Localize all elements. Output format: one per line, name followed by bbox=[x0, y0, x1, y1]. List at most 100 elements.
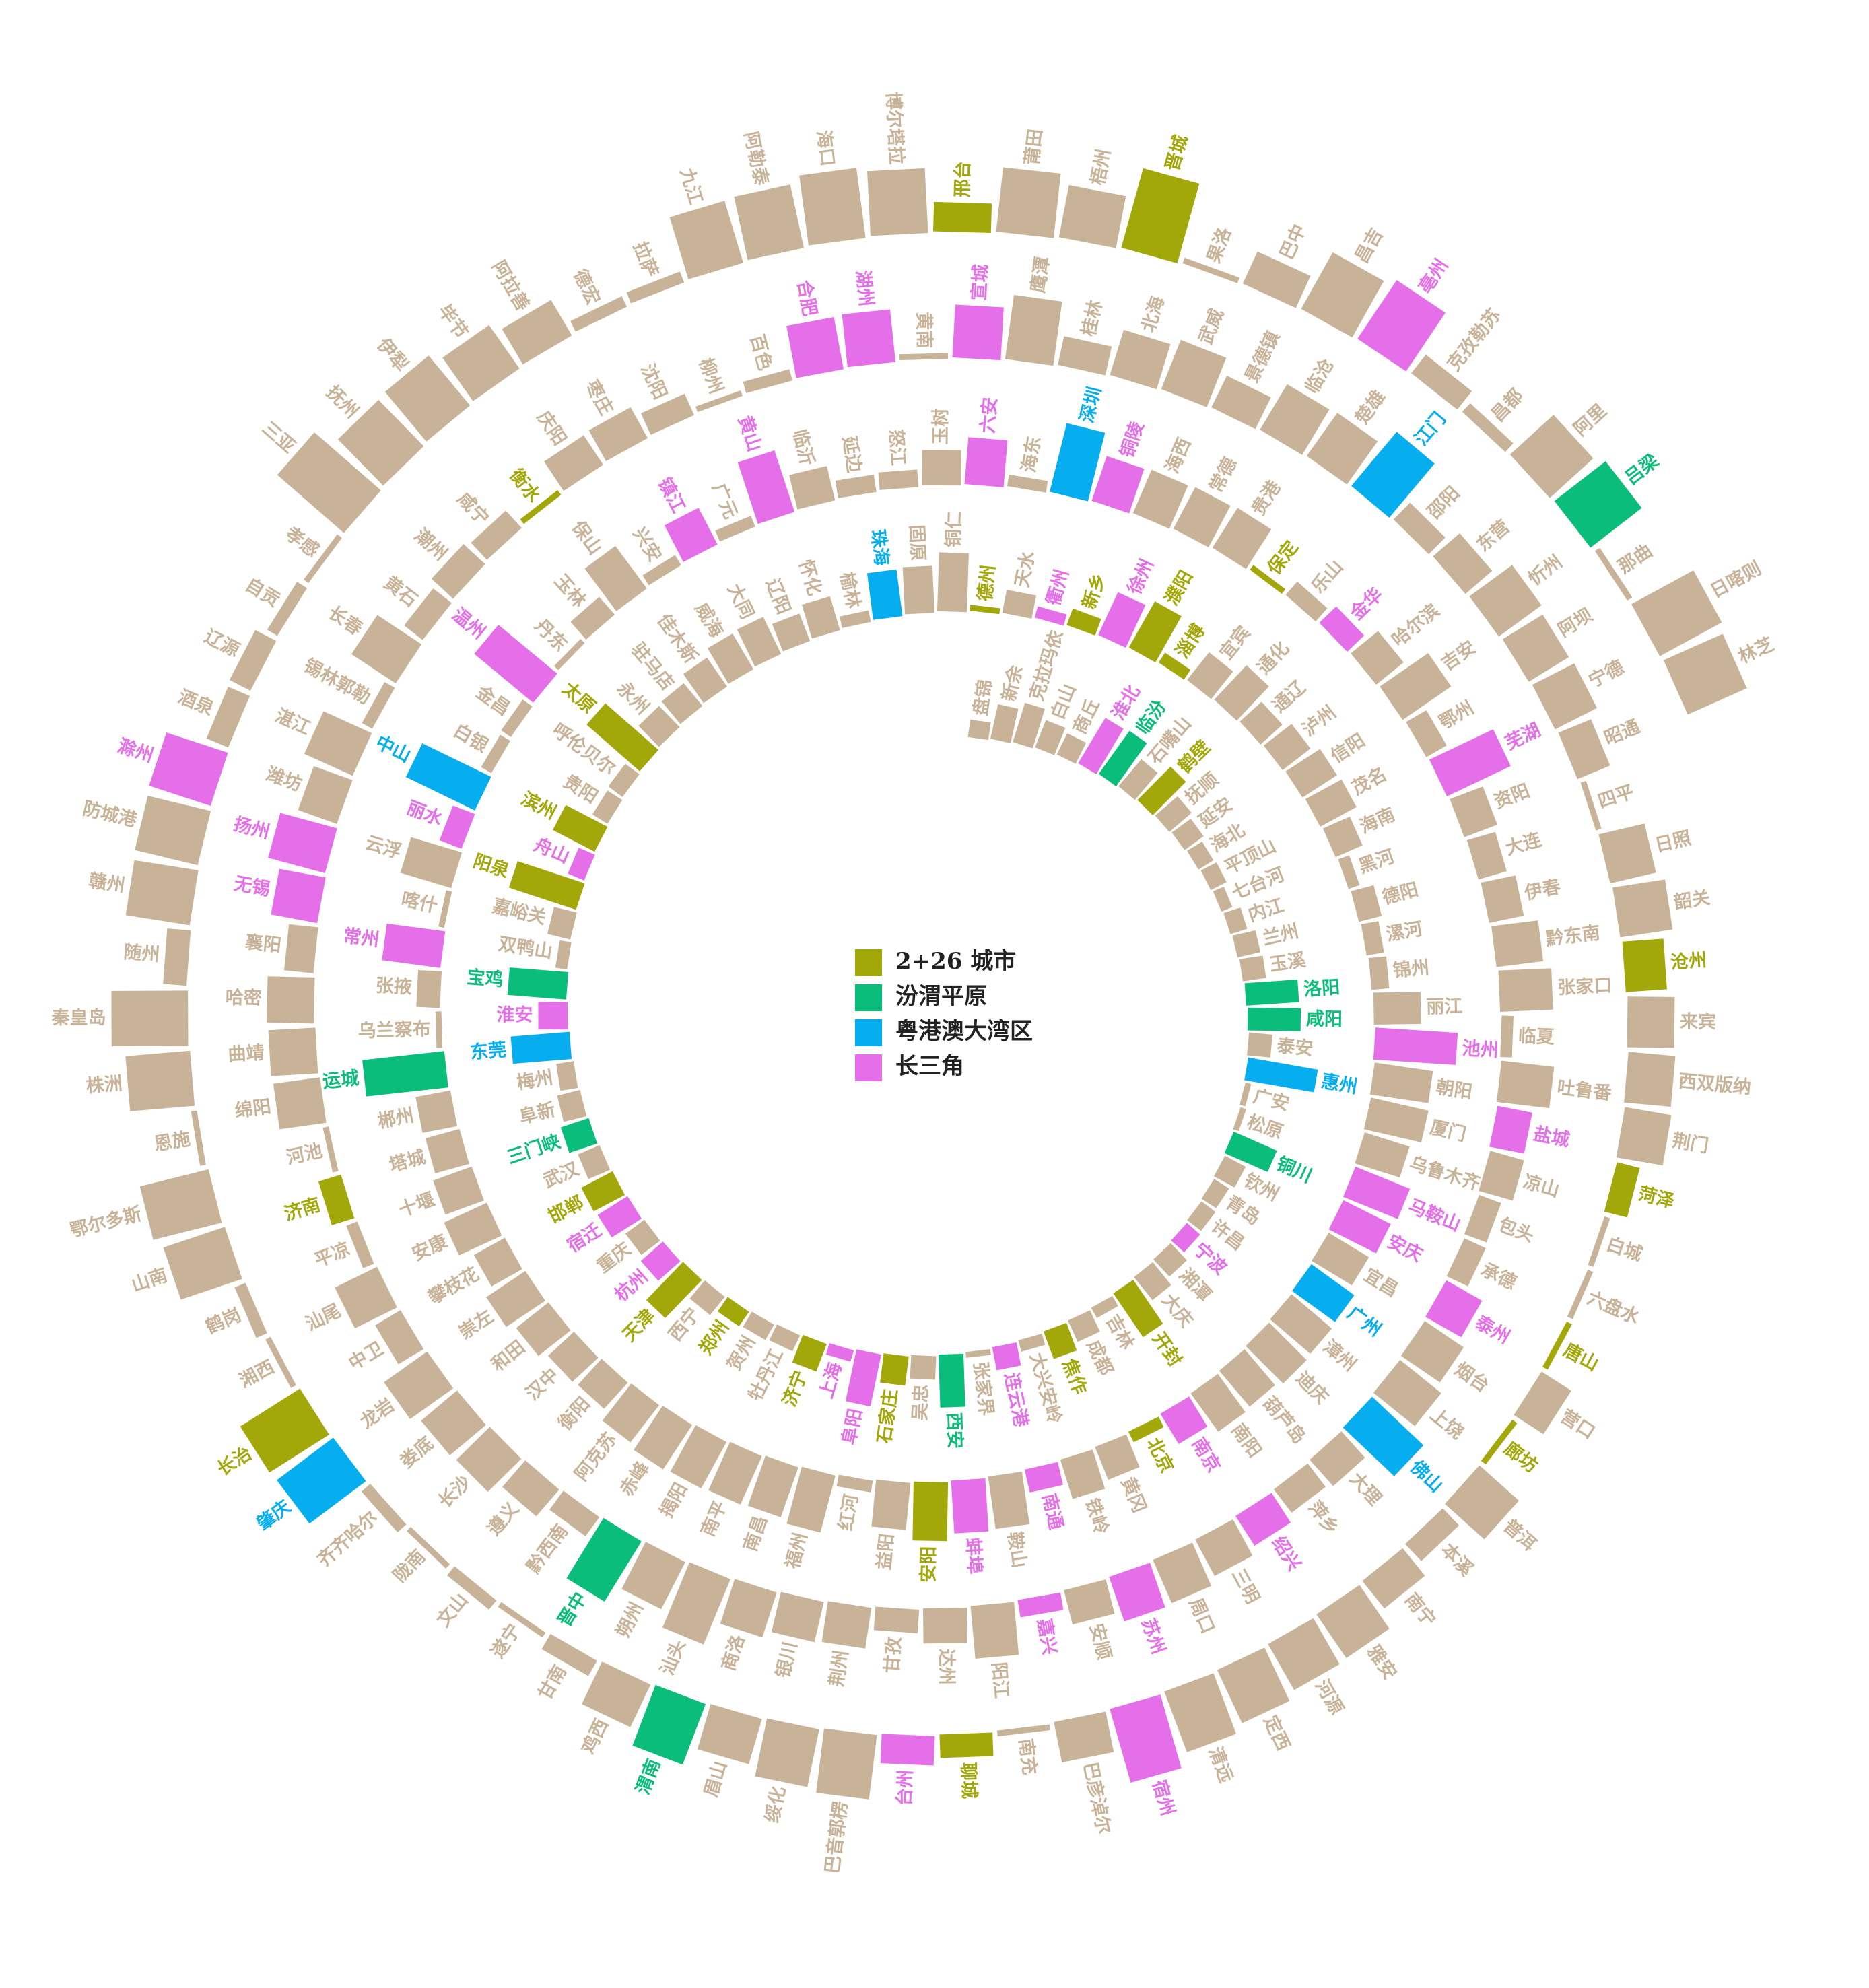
city-label: 贵阳 bbox=[559, 771, 601, 808]
bar bbox=[1056, 733, 1087, 764]
bar bbox=[664, 508, 718, 562]
city-label: 杭州 bbox=[611, 1266, 652, 1306]
city-label: 漯河 bbox=[1385, 918, 1425, 945]
bar bbox=[967, 719, 991, 741]
city-label: 绍兴 bbox=[1267, 1533, 1304, 1575]
bar bbox=[1305, 779, 1357, 827]
city-label: 延边 bbox=[838, 434, 864, 475]
city-label: 长沙 bbox=[434, 1472, 475, 1512]
bar bbox=[772, 613, 811, 652]
bar bbox=[873, 1606, 920, 1633]
bar bbox=[1161, 339, 1227, 407]
city-label: 崇左 bbox=[455, 1306, 497, 1344]
bar bbox=[769, 1324, 801, 1352]
city-label: 那曲 bbox=[1615, 541, 1656, 578]
city-label: 滨州 bbox=[518, 788, 560, 823]
city-label: 德州 bbox=[975, 563, 1000, 602]
city-label: 安康 bbox=[409, 1230, 451, 1265]
bar bbox=[284, 924, 318, 973]
bar bbox=[866, 569, 903, 620]
bar bbox=[1509, 415, 1594, 498]
bar bbox=[1400, 1321, 1464, 1383]
city-label: 黄南 bbox=[913, 312, 934, 349]
city-label: 六安 bbox=[978, 397, 1001, 434]
bar bbox=[1091, 456, 1145, 514]
bar bbox=[1213, 1155, 1246, 1188]
bar bbox=[689, 1280, 725, 1315]
city-label: 湖州 bbox=[852, 269, 876, 308]
city-label: 阳泉 bbox=[471, 850, 512, 883]
city-label: 景德镇 bbox=[1242, 328, 1285, 386]
bar bbox=[548, 1332, 599, 1382]
bar bbox=[1134, 1262, 1171, 1301]
city-label: 金昌 bbox=[472, 681, 514, 720]
city-label: 江门 bbox=[1411, 409, 1450, 450]
city-label: 娄底 bbox=[396, 1433, 438, 1472]
city-label: 玉溪 bbox=[1268, 949, 1308, 975]
bar bbox=[640, 1241, 681, 1281]
bar bbox=[608, 763, 640, 797]
city-label: 佛山 bbox=[1406, 1456, 1447, 1497]
bar bbox=[1223, 907, 1248, 934]
city-label: 汉中 bbox=[522, 1365, 564, 1405]
bar bbox=[1373, 1027, 1458, 1065]
city-label: 丽江 bbox=[1426, 996, 1462, 1018]
bar bbox=[435, 1011, 443, 1048]
bar bbox=[1098, 592, 1146, 648]
city-label: 运城 bbox=[322, 1068, 360, 1093]
city-label: 上饶 bbox=[1426, 1404, 1467, 1443]
bar bbox=[502, 1460, 559, 1517]
bar bbox=[1110, 1694, 1182, 1783]
city-label: 陇南 bbox=[389, 1546, 430, 1586]
city-label: 哈尔滨 bbox=[1388, 600, 1443, 651]
bar bbox=[1351, 631, 1404, 685]
bar bbox=[538, 1002, 568, 1030]
bar bbox=[641, 393, 695, 435]
bar bbox=[1604, 1162, 1640, 1218]
city-label: 来宾 bbox=[1680, 1010, 1716, 1033]
bar bbox=[1479, 1151, 1524, 1201]
city-label: 松原 bbox=[1244, 1111, 1285, 1143]
bar bbox=[1362, 1548, 1425, 1609]
bar bbox=[836, 1474, 873, 1493]
bar bbox=[1239, 1082, 1252, 1107]
city-label: 喀什 bbox=[399, 889, 439, 917]
city-label: 林芝 bbox=[1735, 634, 1777, 668]
bar bbox=[1232, 930, 1261, 958]
bar bbox=[1393, 502, 1446, 555]
city-label: 安庆 bbox=[1384, 1231, 1426, 1266]
city-label: 定西 bbox=[1259, 1712, 1294, 1754]
bar bbox=[1404, 1508, 1460, 1561]
city-label: 昭通 bbox=[1601, 716, 1643, 749]
legend-swatch bbox=[855, 1019, 882, 1046]
bar bbox=[1137, 766, 1186, 815]
bar bbox=[1078, 718, 1124, 775]
bar bbox=[486, 1270, 545, 1328]
city-label: 保定 bbox=[1263, 537, 1303, 579]
city-label: 嘉峪关 bbox=[490, 895, 548, 928]
bar bbox=[516, 1302, 571, 1357]
bar bbox=[229, 629, 277, 691]
city-label: 遂宁 bbox=[487, 1620, 525, 1662]
bar bbox=[322, 1126, 339, 1173]
bar bbox=[996, 167, 1061, 238]
city-label: 滁州 bbox=[115, 735, 156, 767]
city-label: 福州 bbox=[782, 1530, 811, 1571]
bar bbox=[771, 1591, 824, 1643]
city-label: 朝阳 bbox=[1435, 1077, 1474, 1103]
city-label: 云浮 bbox=[363, 832, 404, 862]
bar bbox=[1368, 956, 1390, 990]
bar bbox=[501, 699, 533, 737]
city-label: 锡林郭勒 bbox=[300, 655, 374, 708]
city-label: 阜新 bbox=[517, 1099, 557, 1128]
city-label: 巴音郭楞 bbox=[821, 1800, 852, 1875]
city-label: 揭阳 bbox=[656, 1480, 691, 1521]
bar bbox=[1195, 1519, 1253, 1576]
city-label: 泸州 bbox=[1299, 702, 1340, 741]
city-label: 德宏 bbox=[569, 266, 604, 308]
bar bbox=[382, 923, 446, 968]
bar bbox=[912, 1481, 949, 1542]
bar bbox=[1270, 1294, 1332, 1354]
bar bbox=[582, 1661, 651, 1727]
city-label: 忻州 bbox=[1525, 551, 1567, 590]
